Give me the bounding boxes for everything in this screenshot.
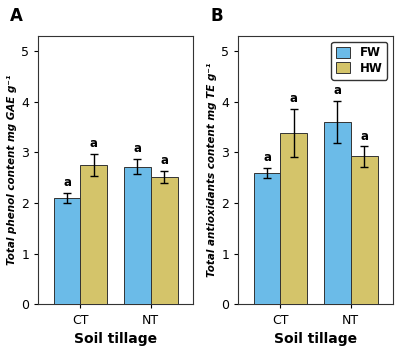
Text: a: a [290,92,298,105]
Y-axis label: Total phenol content mg GAE g⁻¹: Total phenol content mg GAE g⁻¹ [7,75,17,265]
Legend: FW, HW: FW, HW [331,42,387,79]
Y-axis label: Total antioxidants content mg TE g⁻¹: Total antioxidants content mg TE g⁻¹ [207,63,217,277]
X-axis label: Soil tillage: Soil tillage [74,332,157,346]
Text: a: a [360,130,368,143]
Text: A: A [10,7,23,25]
Bar [324,122,351,305]
Text: a: a [263,151,271,164]
Bar [54,198,80,305]
Bar [351,156,378,305]
Text: a: a [134,143,142,155]
Text: B: B [210,7,223,25]
Bar [280,133,307,305]
Text: a: a [334,84,342,97]
Bar [151,177,178,305]
Text: a: a [63,176,71,190]
Bar [254,173,280,305]
Bar [80,165,107,305]
Text: a: a [160,154,168,167]
Bar [124,167,151,305]
X-axis label: Soil tillage: Soil tillage [274,332,357,346]
Text: a: a [90,137,98,150]
